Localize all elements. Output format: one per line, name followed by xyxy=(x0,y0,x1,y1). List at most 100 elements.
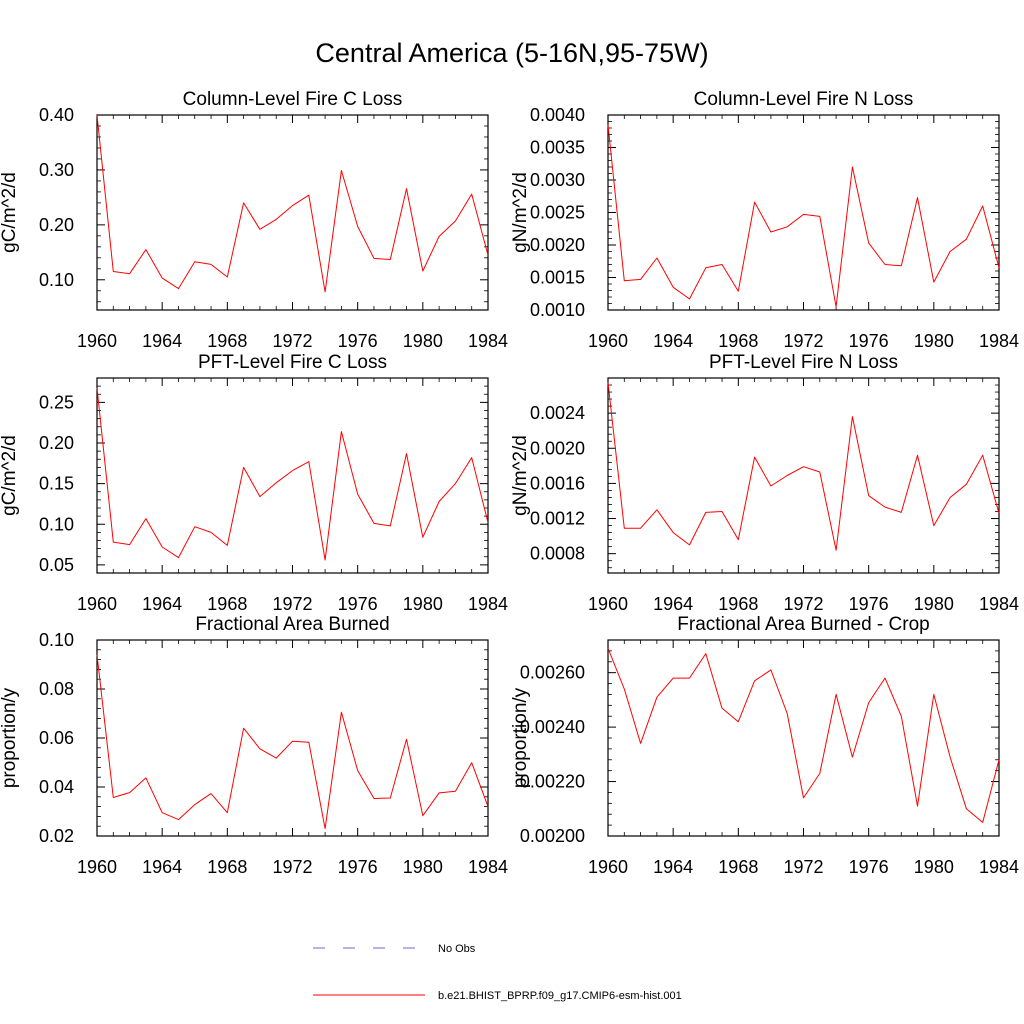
x-tick-label: 1976 xyxy=(338,594,378,614)
plot-frame xyxy=(96,377,489,574)
x-tick-label: 1984 xyxy=(979,594,1019,614)
series-line xyxy=(96,654,489,830)
figure-title: Central America (5-16N,95-75W) xyxy=(315,38,709,68)
y-tick-label: 0.00240 xyxy=(520,717,585,737)
y-tick-label: 0.02 xyxy=(39,826,74,846)
x-tick-label: 1984 xyxy=(468,331,508,351)
y-tick-label: 0.10 xyxy=(39,630,74,650)
x-tick-label: 1964 xyxy=(142,594,182,614)
series-line xyxy=(607,648,1000,823)
y-tick-label: 0.0025 xyxy=(530,203,585,223)
y-tick-label: 0.00220 xyxy=(520,772,585,792)
legend-label: b.e21.BHIST_BPRP.f09_g17.CMIP6-esm-hist.… xyxy=(438,990,682,1002)
x-tick-label: 1976 xyxy=(338,331,378,351)
y-tick-label: 0.0024 xyxy=(530,403,585,423)
plot-frame xyxy=(607,377,1000,574)
y-tick-label: 0.04 xyxy=(39,777,74,797)
series-line xyxy=(607,124,1000,308)
panel-title: Fractional Area Burned - Crop xyxy=(677,614,929,635)
y-axis-label: gN/m^2/d xyxy=(510,172,531,253)
y-tick-label: 0.00260 xyxy=(520,663,585,683)
panel-title: PFT-Level Fire C Loss xyxy=(198,352,387,373)
y-tick-label: 0.0012 xyxy=(530,509,585,529)
y-axis-label: proportion/y xyxy=(510,687,531,788)
x-tick-label: 1960 xyxy=(77,594,117,614)
x-tick-label: 1972 xyxy=(272,594,312,614)
x-tick-label: 1972 xyxy=(783,857,823,877)
x-tick-label: 1980 xyxy=(403,331,443,351)
x-tick-label: 1960 xyxy=(77,331,117,351)
x-tick-label: 1968 xyxy=(207,594,247,614)
x-tick-label: 1984 xyxy=(979,857,1019,877)
panel-title: Column-Level Fire C Loss xyxy=(183,89,403,110)
x-tick-label: 1980 xyxy=(403,857,443,877)
y-tick-label: 0.30 xyxy=(39,160,74,180)
x-tick-label: 1968 xyxy=(718,331,758,351)
x-tick-label: 1976 xyxy=(338,857,378,877)
legend-label: No Obs xyxy=(438,943,476,955)
y-tick-label: 0.0015 xyxy=(530,268,585,288)
y-tick-label: 0.0020 xyxy=(530,235,585,255)
panel-4: PFT-Level Fire N Loss gN/m^2/d 1960 1964 196… xyxy=(510,352,1019,614)
panel-title: Fractional Area Burned xyxy=(195,614,389,635)
x-tick-label: 1960 xyxy=(588,857,628,877)
panel-title: PFT-Level Fire N Loss xyxy=(709,352,898,373)
x-tick-label: 1964 xyxy=(653,594,693,614)
y-tick-label: 0.20 xyxy=(39,215,74,235)
x-tick-label: 1980 xyxy=(914,331,954,351)
x-tick-label: 1976 xyxy=(849,857,889,877)
x-tick-label: 1984 xyxy=(468,594,508,614)
x-tick-label: 1972 xyxy=(272,331,312,351)
panel-1: Column-Level Fire C Loss gC/m^2/d 1960 1964… xyxy=(0,89,508,351)
x-tick-label: 1964 xyxy=(142,331,182,351)
plot-frame xyxy=(96,114,489,311)
y-tick-label: 0.08 xyxy=(39,679,74,699)
series-line xyxy=(607,382,1000,551)
panel-2: Column-Level Fire N Loss gN/m^2/d 1960 1964… xyxy=(510,89,1019,351)
x-tick-label: 1960 xyxy=(77,857,117,877)
x-tick-label: 1960 xyxy=(588,594,628,614)
plot-frame xyxy=(607,114,1000,311)
series-line xyxy=(96,387,489,561)
y-tick-label: 0.10 xyxy=(39,270,74,290)
x-tick-label: 1964 xyxy=(653,331,693,351)
y-axis-label: proportion/y xyxy=(0,687,20,788)
y-tick-label: 0.0016 xyxy=(530,473,585,493)
y-tick-label: 0.06 xyxy=(39,728,74,748)
plot-frame xyxy=(607,639,1000,837)
series-line xyxy=(96,114,489,293)
y-tick-label: 0.10 xyxy=(39,514,74,534)
legend: No Obs b.e21.BHIST_BPRP.f09_g17.CMIP6-esm… xyxy=(313,943,682,1002)
x-tick-label: 1980 xyxy=(914,857,954,877)
x-tick-label: 1980 xyxy=(914,594,954,614)
x-tick-label: 1968 xyxy=(718,594,758,614)
x-tick-label: 1976 xyxy=(849,594,889,614)
x-tick-label: 1984 xyxy=(468,857,508,877)
panel-5: Fractional Area Burned proportion/y 1960 19… xyxy=(0,614,508,877)
y-axis-label: gN/m^2/d xyxy=(510,435,531,516)
x-tick-label: 1984 xyxy=(979,331,1019,351)
y-tick-label: 0.0010 xyxy=(530,300,585,320)
panel-6: Fractional Area Burned - Crop proportion/… xyxy=(510,614,1019,877)
x-tick-label: 1980 xyxy=(403,594,443,614)
y-tick-label: 0.15 xyxy=(39,474,74,494)
y-tick-label: 0.0020 xyxy=(530,438,585,458)
x-tick-label: 1976 xyxy=(849,331,889,351)
y-tick-label: 0.20 xyxy=(39,433,74,453)
y-tick-label: 0.0008 xyxy=(530,544,585,564)
x-tick-label: 1968 xyxy=(718,857,758,877)
y-tick-label: 0.0040 xyxy=(530,105,585,125)
y-tick-label: 0.25 xyxy=(39,392,74,412)
x-tick-label: 1968 xyxy=(207,857,247,877)
x-tick-label: 1972 xyxy=(783,331,823,351)
panel-title: Column-Level Fire N Loss xyxy=(694,89,914,110)
y-tick-label: 0.05 xyxy=(39,555,74,575)
y-tick-label: 0.0035 xyxy=(530,138,585,158)
x-tick-label: 1968 xyxy=(207,331,247,351)
x-tick-label: 1960 xyxy=(588,331,628,351)
x-tick-label: 1964 xyxy=(142,857,182,877)
y-tick-label: 0.40 xyxy=(39,105,74,125)
x-tick-label: 1972 xyxy=(272,857,312,877)
x-tick-label: 1972 xyxy=(783,594,823,614)
x-tick-label: 1964 xyxy=(653,857,693,877)
